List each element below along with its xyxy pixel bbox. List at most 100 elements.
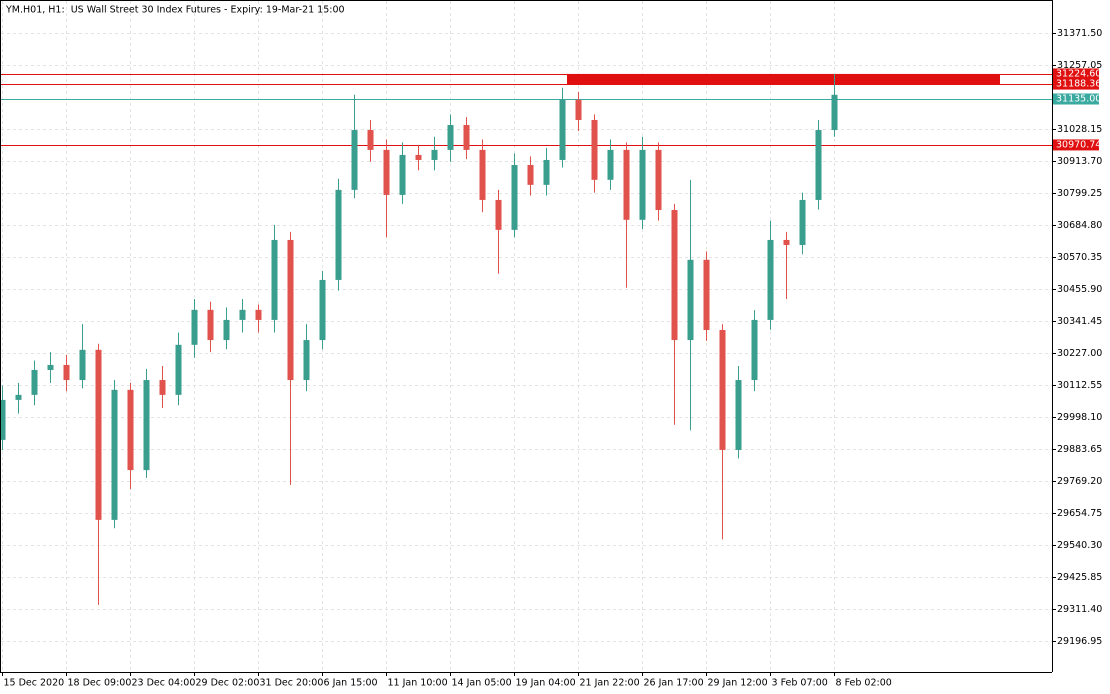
x-tick-label: 6 Jan 15:00: [324, 678, 378, 689]
candle-body: [239, 309, 246, 320]
candle-body: [255, 309, 262, 320]
y-tick-label: 29196.95: [1057, 636, 1102, 647]
candle-body: [719, 329, 726, 450]
candle-body: [0, 399, 6, 440]
x-tick-label: 3 Feb 07:00: [772, 678, 828, 689]
candle-body: [143, 380, 150, 471]
candle-body: [623, 149, 630, 220]
candle-body: [287, 239, 294, 381]
candle-body: [95, 349, 102, 520]
candle-body: [271, 239, 278, 320]
candle-body: [495, 199, 502, 230]
y-tick-label: 31028.15: [1057, 124, 1102, 135]
x-tick-label: 26 Jan 17:00: [644, 678, 704, 689]
candle-body: [815, 130, 822, 200]
y-tick-label: 30112.55: [1057, 380, 1102, 391]
candle-body: [783, 239, 790, 245]
level-label: 31135.00: [1056, 93, 1101, 104]
y-tick-label: 29883.65: [1057, 444, 1102, 455]
candle-body: [543, 159, 550, 185]
axes: 31371.50 31257.05 31028.15 30913.70 30799.25…: [2, 28, 1102, 689]
candle-body: [63, 364, 70, 381]
candle-body: [639, 149, 646, 220]
x-tick-label: 31 Dec 20:00: [260, 678, 324, 689]
x-tick-label: 29 Dec 02:00: [196, 678, 260, 689]
candle-body: [47, 364, 54, 370]
candle-body: [31, 369, 38, 395]
candle-body: [751, 319, 758, 381]
candle-body: [575, 99, 582, 120]
x-tick-label: 15 Dec 2020: [4, 678, 65, 689]
candle-body: [831, 94, 838, 131]
candle-body: [415, 154, 422, 160]
y-tick-label: 29769.20: [1057, 476, 1102, 487]
candle-body: [335, 189, 342, 280]
y-tick-label: 30227.00: [1057, 348, 1102, 359]
candle-body: [447, 125, 454, 150]
level-label-box: [1053, 68, 1099, 80]
level-label: 30970.74: [1056, 139, 1101, 150]
candle-body: [511, 164, 518, 230]
chart-title: YM.H01, H1: US Wall Street 30 Index Futu…: [5, 5, 345, 16]
y-tick-label: 30455.90: [1057, 284, 1102, 295]
y-tick-label: 31371.50: [1057, 28, 1102, 39]
x-tick-label: 23 Dec 04:00: [132, 678, 196, 689]
candle-body: [175, 344, 182, 395]
candle-body: [367, 130, 374, 150]
candle-body: [127, 389, 134, 471]
y-tick-label: 29998.10: [1057, 412, 1102, 423]
y-tick-label: 30570.35: [1057, 252, 1102, 263]
candle-body: [767, 239, 774, 320]
candle-body: [319, 279, 326, 341]
candle-body: [207, 309, 214, 341]
candle-body: [191, 309, 198, 345]
candle-body: [559, 99, 566, 160]
candle-body: [607, 149, 614, 180]
x-tick-label: 11 Jan 10:00: [388, 678, 448, 689]
plot-area: [0, 73, 1052, 605]
x-tick-label: 19 Jan 04:00: [516, 678, 576, 689]
candle-body: [111, 389, 118, 520]
candle-body: [399, 154, 406, 195]
level-label-box: [1053, 139, 1099, 151]
y-tick-label: 29654.75: [1057, 508, 1102, 519]
candle-body: [79, 349, 86, 381]
candle-body: [383, 149, 390, 195]
candle-body: [479, 149, 486, 200]
candle-body: [687, 259, 694, 341]
y-tick-label: 29540.30: [1057, 540, 1102, 551]
y-tick-label: 29425.85: [1057, 572, 1102, 583]
level-label-box: [1053, 78, 1099, 90]
y-tick-label: 30913.70: [1057, 156, 1102, 167]
x-tick-label: 29 Jan 12:00: [708, 678, 768, 689]
level-label: 31224.60: [1056, 68, 1101, 79]
y-tick-label: 31257.05: [1057, 60, 1102, 71]
level-label-box: [1053, 93, 1099, 105]
candle-body: [15, 394, 22, 400]
candle-body: [463, 125, 470, 150]
y-tick-label: 30799.25: [1057, 188, 1102, 199]
candle-body: [527, 164, 534, 185]
x-tick-label: 14 Jan 05:00: [452, 678, 512, 689]
y-tick-label: 30684.80: [1057, 220, 1102, 231]
candle-body: [671, 210, 678, 341]
y-tick-label: 29311.40: [1057, 604, 1102, 615]
candle-body: [655, 149, 662, 211]
candle-body: [431, 149, 438, 160]
x-tick-label: 21 Jan 22:00: [580, 678, 640, 689]
y-tick-label: 30341.45: [1057, 316, 1102, 327]
candle-body: [799, 199, 806, 245]
candle-body: [735, 380, 742, 450]
candle-body: [703, 259, 710, 330]
x-tick-label: 18 Dec 09:00: [68, 678, 132, 689]
candle-body: [223, 319, 230, 341]
candle-body: [159, 380, 166, 395]
candle-body: [351, 130, 358, 190]
candle-body: [591, 119, 598, 180]
candle-body: [303, 340, 310, 381]
level-label: 31188.36: [1056, 79, 1101, 90]
x-tick-label: 8 Feb 02:00: [836, 678, 892, 689]
zone: [567, 73, 1000, 85]
